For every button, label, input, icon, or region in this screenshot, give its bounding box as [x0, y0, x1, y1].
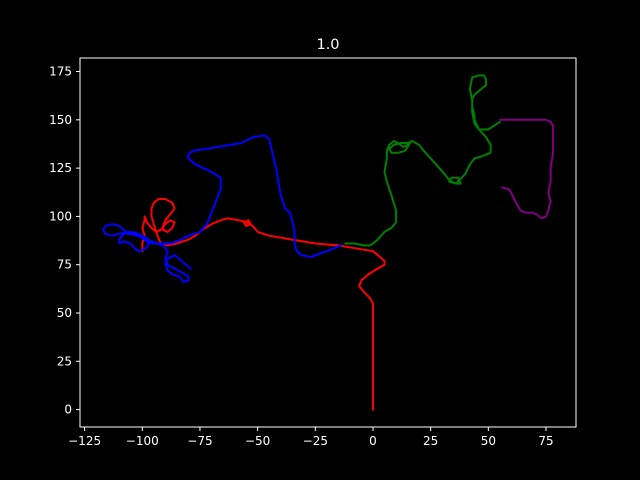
y-tick-label: 75 — [57, 258, 72, 272]
x-tick-label: −100 — [126, 434, 159, 448]
chart-title: 1.0 — [316, 37, 339, 53]
series-loop-1 — [242, 219, 252, 228]
x-tick-label: 25 — [423, 434, 438, 448]
y-tick-label: 175 — [49, 65, 72, 79]
x-tick-label: 0 — [369, 434, 377, 448]
x-tick-label: 50 — [481, 434, 496, 448]
x-tick-label: −50 — [245, 434, 270, 448]
series-line-1 — [141, 198, 386, 411]
x-tick-label: −75 — [187, 434, 212, 448]
plot-frame — [79, 57, 577, 428]
series-layer — [102, 74, 554, 411]
y-tick-label: 100 — [49, 209, 72, 223]
y-tick-label: 25 — [57, 354, 72, 368]
axes-layer: −125 −100 −75 −50 −25 0 25 50 75 0 25 50 75 100 125 150… — [49, 57, 577, 448]
y-tick-label: 50 — [57, 306, 72, 320]
y-tick-label: 125 — [49, 161, 72, 175]
x-tick-label: 75 — [538, 434, 553, 448]
series-line-3 — [344, 74, 501, 247]
y-tick-label: 0 — [64, 403, 72, 417]
y-tick-label: 150 — [49, 113, 72, 127]
x-tick-label: −125 — [68, 434, 101, 448]
series-line-4 — [498, 118, 554, 220]
series-line-2 — [102, 134, 342, 284]
x-tick-label: −25 — [303, 434, 328, 448]
